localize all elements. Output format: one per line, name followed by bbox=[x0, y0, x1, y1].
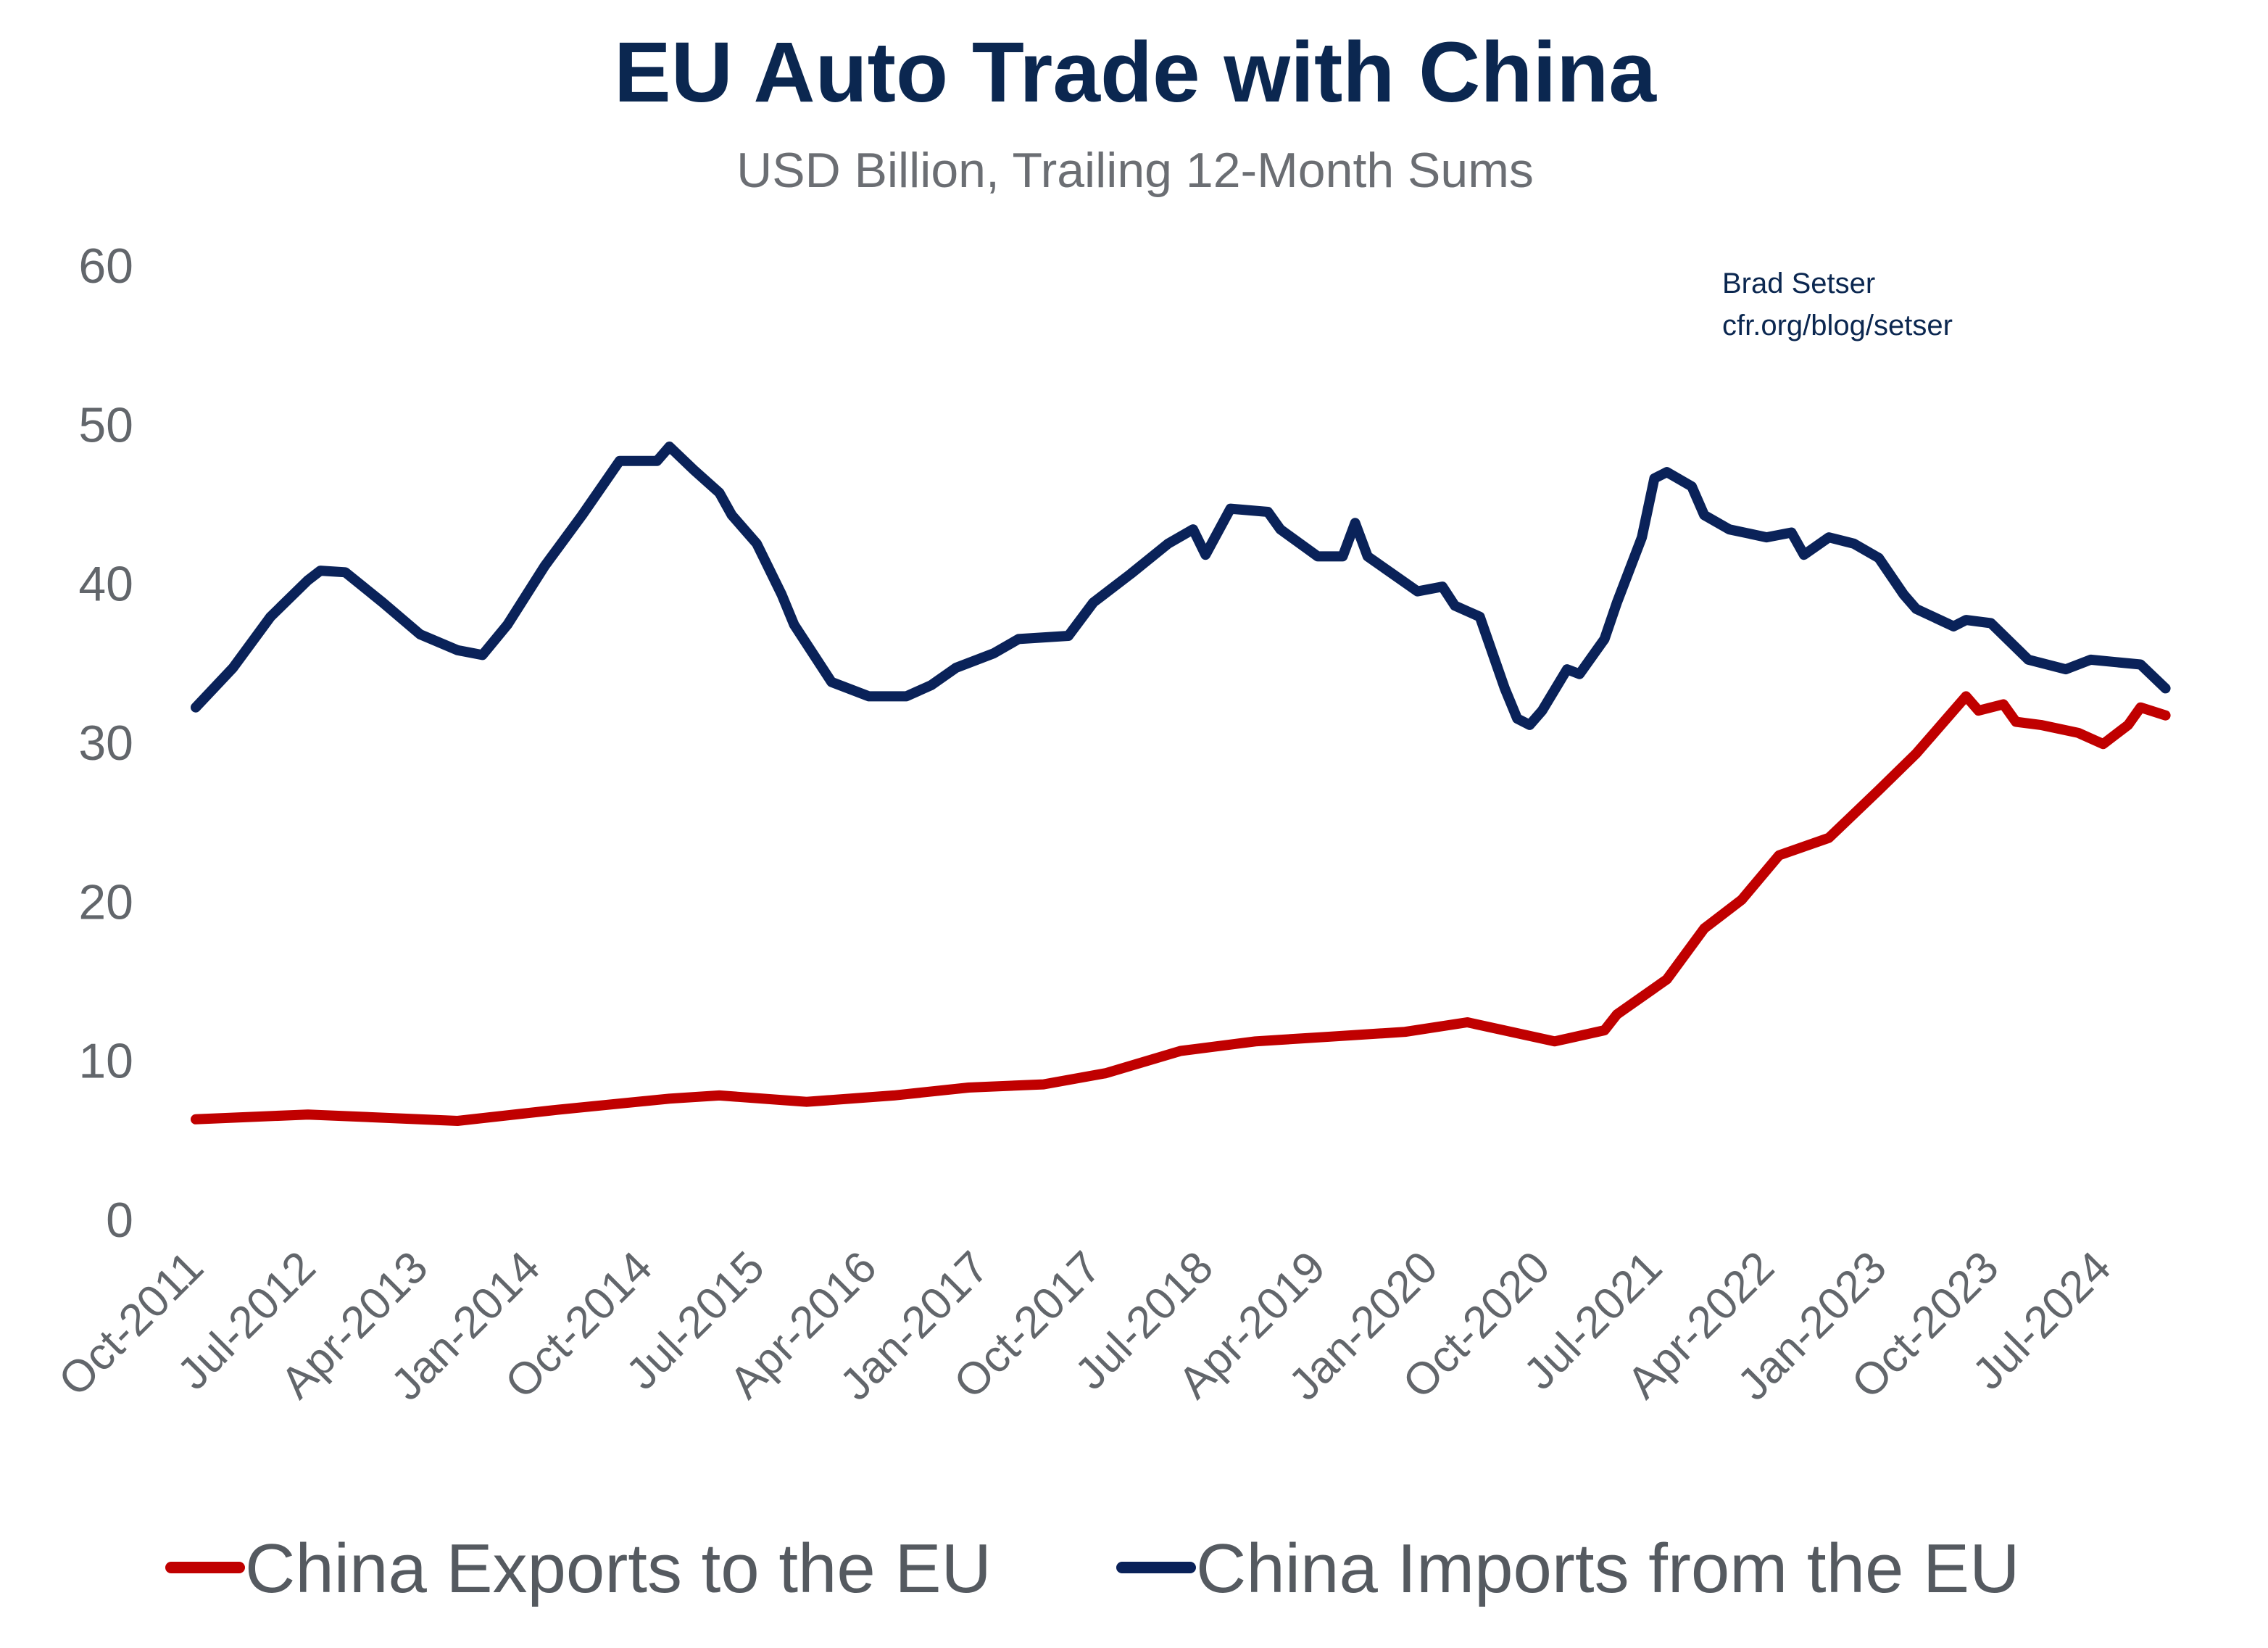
legend-label-imports: China Imports from the EU bbox=[1196, 1530, 2019, 1607]
y-tick-label: 20 bbox=[78, 874, 133, 929]
y-axis: 0 10 20 30 40 50 60 bbox=[78, 239, 133, 1248]
credit-author: Brad Setser bbox=[1722, 268, 1875, 299]
chart-subtitle: USD Billion, Trailing 12-Month Sums bbox=[736, 143, 1534, 198]
plot-area bbox=[191, 442, 2171, 1126]
y-tick-label: 0 bbox=[106, 1193, 133, 1248]
chart-title: EU Auto Trade with China bbox=[614, 25, 1657, 120]
series-line-imports bbox=[191, 442, 2171, 730]
credit-url: cfr.org/blog/setser bbox=[1722, 310, 1953, 341]
series-line-exports bbox=[191, 691, 2171, 1126]
legend-label-exports: China Exports to the EU bbox=[245, 1530, 992, 1607]
y-tick-label: 40 bbox=[78, 557, 133, 612]
legend: China Exports to the EU China Imports fr… bbox=[165, 1530, 2019, 1607]
y-tick-label: 50 bbox=[78, 397, 133, 452]
y-tick-label: 60 bbox=[78, 239, 133, 294]
y-tick-label: 10 bbox=[78, 1034, 133, 1089]
y-tick-label: 30 bbox=[78, 716, 133, 771]
x-axis: Oct-2011Jul-2012Apr-2013Jan-2014Oct-2014… bbox=[49, 1242, 2120, 1410]
